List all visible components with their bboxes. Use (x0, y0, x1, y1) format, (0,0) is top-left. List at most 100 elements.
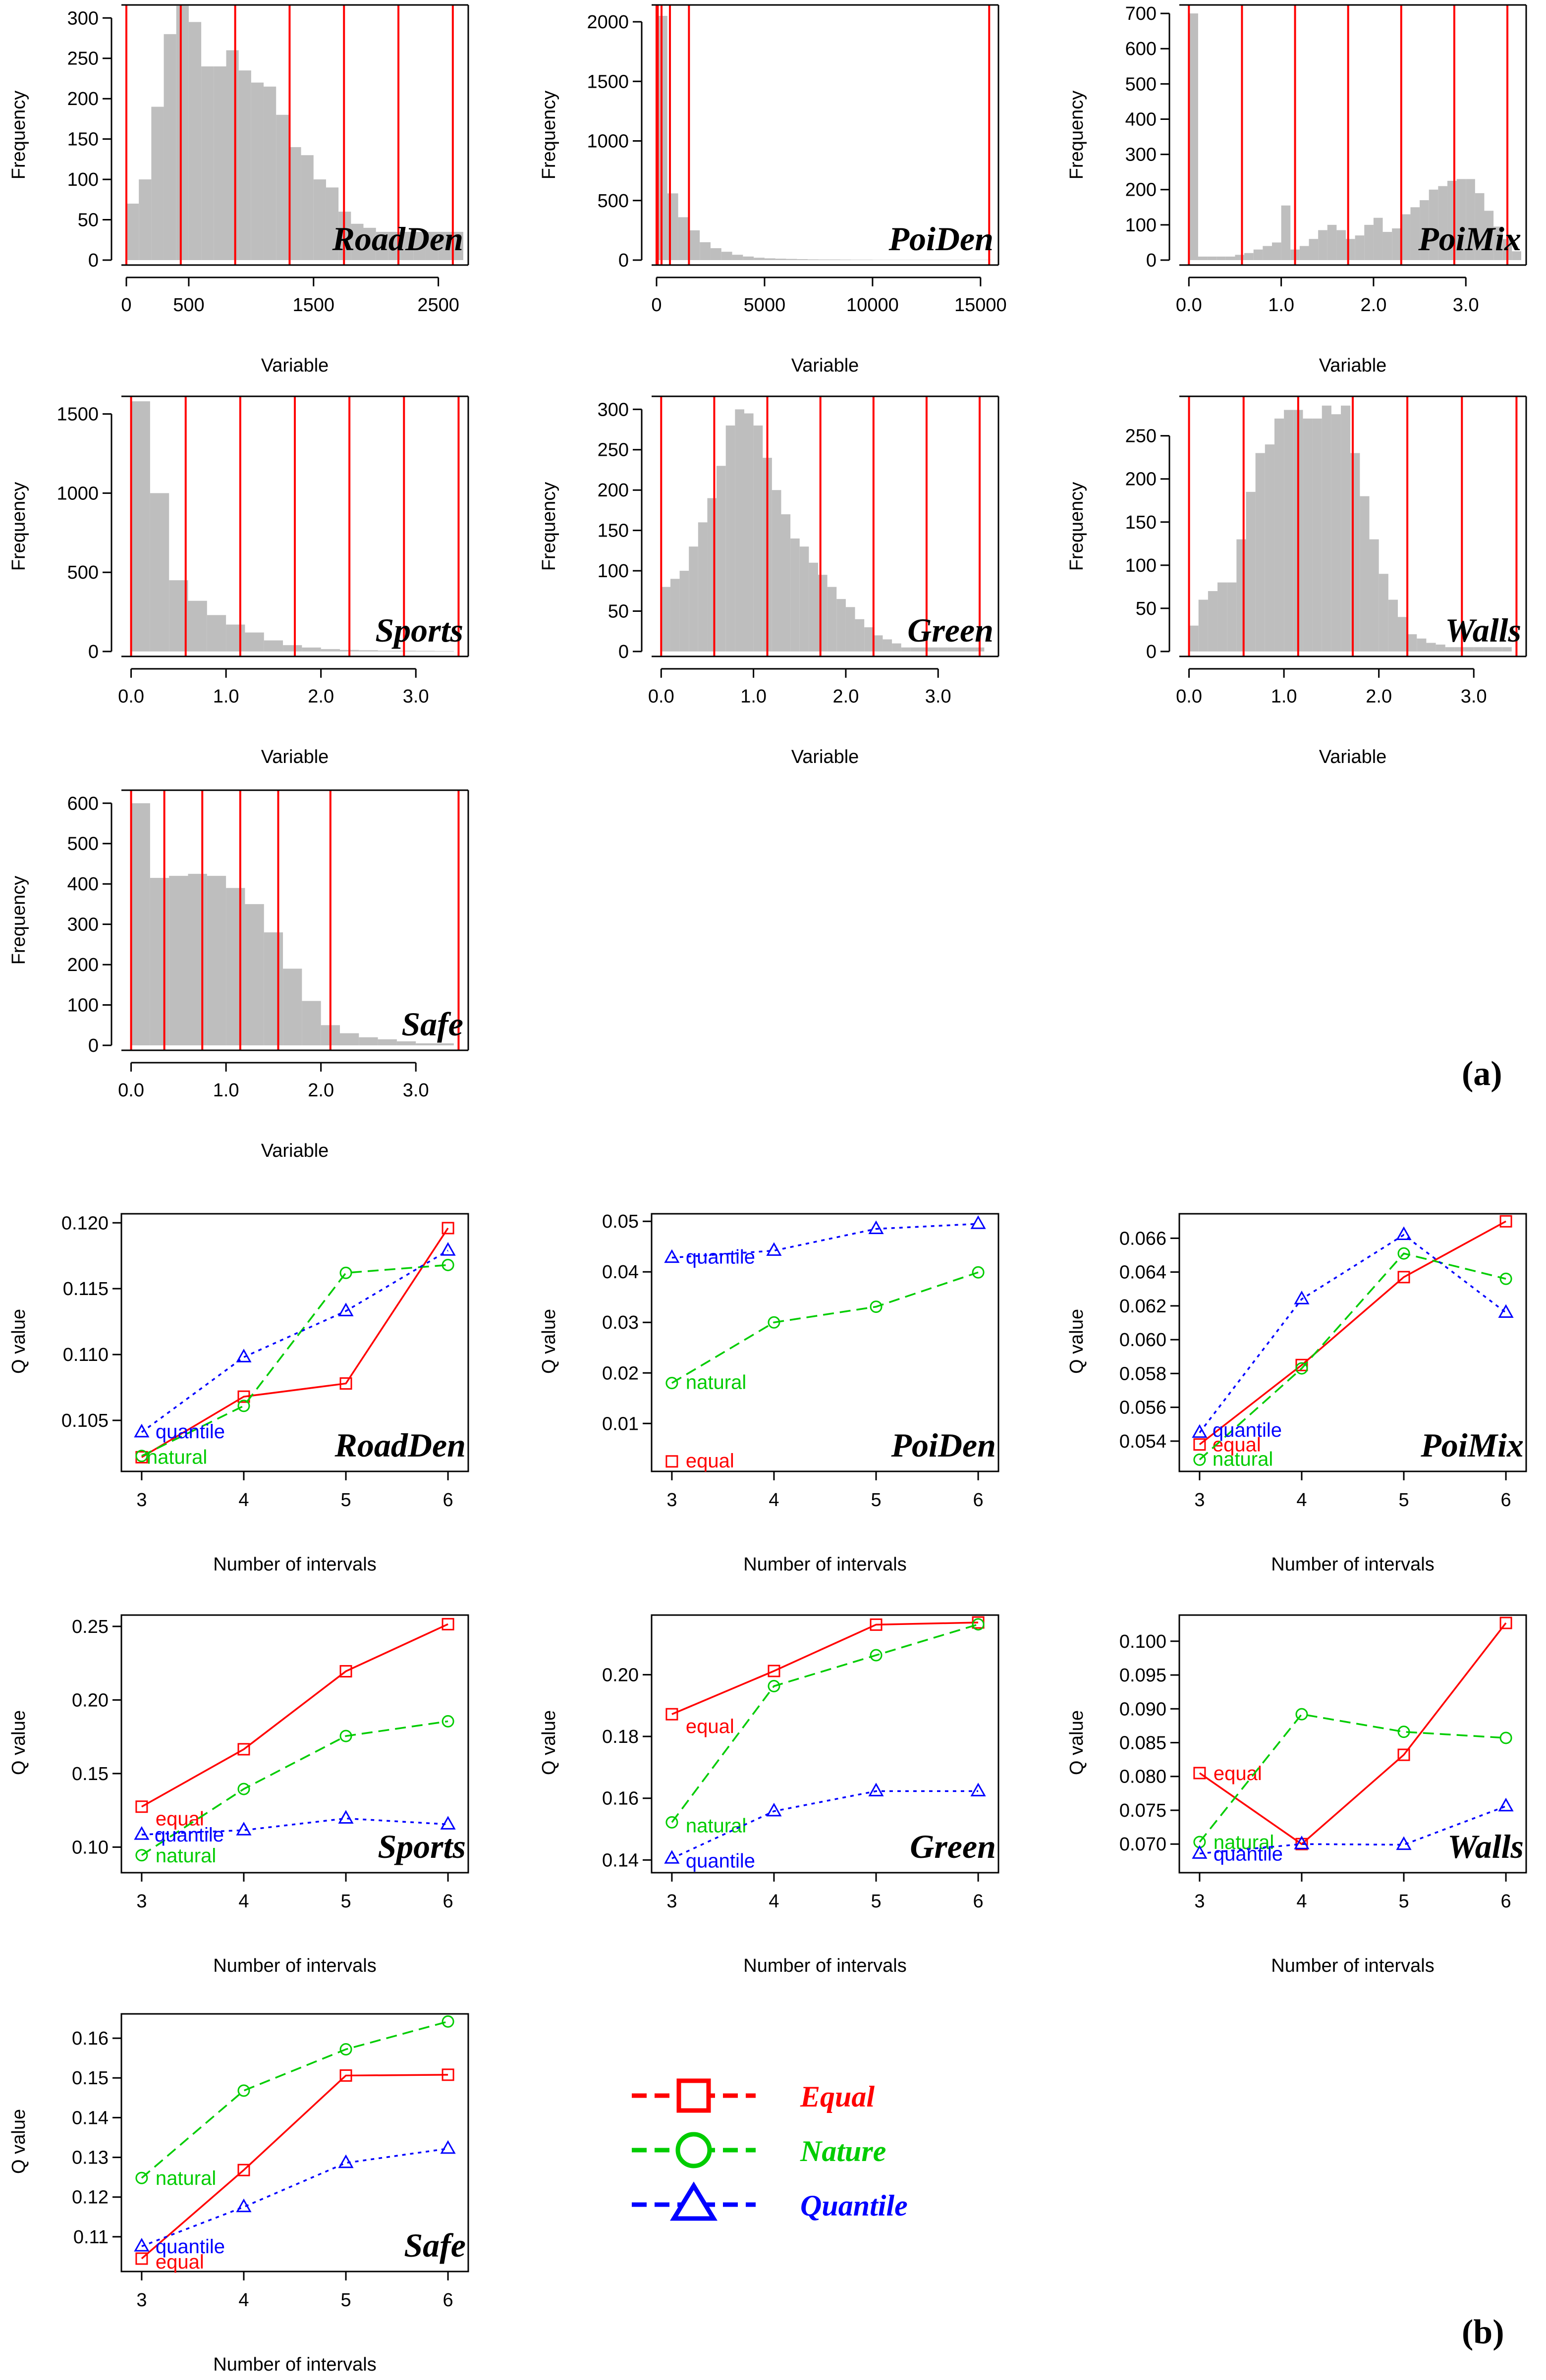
plot-frame (1178, 1614, 1527, 1874)
point-quantile (134, 1826, 150, 1840)
hist-bar (302, 648, 321, 651)
y-tick-label: 0.054 (1119, 1431, 1166, 1452)
x-tick-label: 5000 (744, 295, 786, 316)
hist-bar (966, 647, 975, 651)
y-tick-label: 100 (67, 995, 99, 1016)
point-natural (1193, 1453, 1206, 1466)
x-axis-label: Variable (791, 747, 859, 767)
hist-bar (351, 223, 364, 260)
x-tick-label: 1.0 (213, 686, 239, 707)
part-label-b: (b) (1462, 2313, 1504, 2351)
panel-hist-sports: 0 500 1000 1500 0.0 1.0 2.0 3.0 Variable Frequenc… (8, 395, 469, 767)
series-line-quantile (141, 1249, 448, 1433)
x-tick-label: 5 (871, 1490, 881, 1511)
point-natural (768, 1679, 780, 1692)
hist-bar (947, 647, 957, 651)
y-tick-label: 300 (67, 8, 99, 29)
hist-bar (929, 647, 939, 651)
y-tick-label: 50 (78, 210, 99, 231)
y-tick-label: 0.11 (73, 2227, 109, 2248)
y-tick-label: 1000 (587, 131, 629, 152)
hist-bar (1271, 242, 1281, 260)
y-tick-label: 0.080 (1119, 1767, 1166, 1787)
panel-q-safe: 0.11 0.12 0.13 0.14 0.15 0.16 3 4 5 6 Number of in… (8, 2013, 469, 2375)
hist-bar (1227, 582, 1237, 651)
legend-entry-nature: Nature (632, 2132, 886, 2168)
hist-bar (245, 904, 264, 1045)
hist-bar (1436, 645, 1445, 651)
hist-bar (1512, 251, 1521, 260)
panel-hist-poimix: 0 100 200 300 400 500 600 700 0.0 1.0 2.0 3.0 Variab… (1066, 3, 1527, 376)
hist-bar (1198, 599, 1208, 651)
panel-title: PoiMix (1418, 220, 1521, 258)
point-equal (442, 1618, 454, 1630)
series-label-equal: equal (156, 2251, 204, 2273)
hist-bar (732, 255, 743, 260)
y-tick-label: 0.02 (602, 1363, 639, 1384)
hist-bar (1265, 444, 1274, 651)
x-tick-label: 0.0 (648, 686, 674, 707)
panel-title: Green (910, 1828, 996, 1865)
hist-bar (1454, 647, 1465, 651)
y-axis-label: Frequency (1066, 91, 1087, 180)
hist-bar (1392, 228, 1401, 260)
hist-bar (276, 114, 289, 260)
y-axis-label: Q value (8, 2109, 29, 2174)
y-tick-label: 0.095 (1119, 1665, 1166, 1686)
y-tick-label: 0.058 (1119, 1363, 1166, 1384)
y-tick-label: 600 (1125, 39, 1157, 59)
hist-bar (426, 231, 439, 260)
hist-bar (1207, 256, 1217, 260)
hist-bar (678, 217, 689, 260)
y-tick-label: 400 (67, 874, 99, 895)
legend-entry-equal: Equal (632, 2078, 875, 2113)
panel-title: Safe (401, 1005, 463, 1043)
y-tick-label: 300 (598, 399, 629, 420)
x-tick-label: 1.0 (1271, 686, 1297, 707)
series-label-quantile: quantile (686, 1850, 755, 1872)
hist-bar (376, 231, 388, 260)
hist-bar (1369, 539, 1379, 651)
hist-bar (1456, 179, 1466, 260)
x-tick-label: 4 (769, 1891, 779, 1912)
hist-bar (150, 877, 169, 1045)
y-tick-label: 250 (1125, 426, 1157, 447)
hist-bar (238, 70, 251, 260)
series-line-natural (671, 1271, 979, 1384)
point-quantile (440, 2140, 456, 2154)
x-tick-label: 5 (340, 1891, 351, 1912)
panel-title: PoiDen (890, 1426, 996, 1464)
hist-bar (1331, 414, 1341, 651)
hist-bar (1502, 647, 1512, 651)
x-tick-label: 4 (238, 1891, 249, 1912)
series-line-equal (1199, 1622, 1507, 1845)
point-natural (442, 1715, 454, 1728)
y-tick-label: 0.16 (602, 1788, 639, 1809)
panel-hist-safe: 0 100 200 300 400 500 600 0.0 1.0 2.0 3.0 Variable F… (8, 789, 469, 1161)
y-axis-label: Q value (539, 1309, 559, 1374)
hist-bar (717, 466, 726, 651)
y-tick-label: 2000 (587, 12, 629, 33)
hist-bar (301, 155, 314, 260)
point-equal (237, 1743, 250, 1756)
y-tick-label: 500 (67, 562, 99, 583)
hist-bar (1438, 186, 1447, 260)
y-tick-label: 50 (1136, 598, 1157, 619)
y-tick-label: 0.01 (602, 1413, 639, 1434)
hist-bar (781, 514, 791, 651)
hist-bar (901, 647, 911, 651)
series-line-equal (141, 2074, 448, 2260)
point-quantile (440, 1816, 456, 1830)
point-quantile (1192, 1845, 1208, 1859)
hist-bar (1341, 405, 1351, 651)
point-quantile (1498, 1797, 1514, 1812)
y-tick-label: 200 (67, 955, 99, 975)
point-natural (442, 1258, 454, 1271)
point-natural (135, 2171, 148, 2184)
series-label-equal: equal (686, 1450, 734, 1472)
series-label-equal: equal (1213, 1434, 1261, 1456)
hist-bar (435, 1043, 454, 1045)
x-axis-label: Number of intervals (743, 1955, 906, 1976)
point-quantile (1498, 1304, 1514, 1318)
